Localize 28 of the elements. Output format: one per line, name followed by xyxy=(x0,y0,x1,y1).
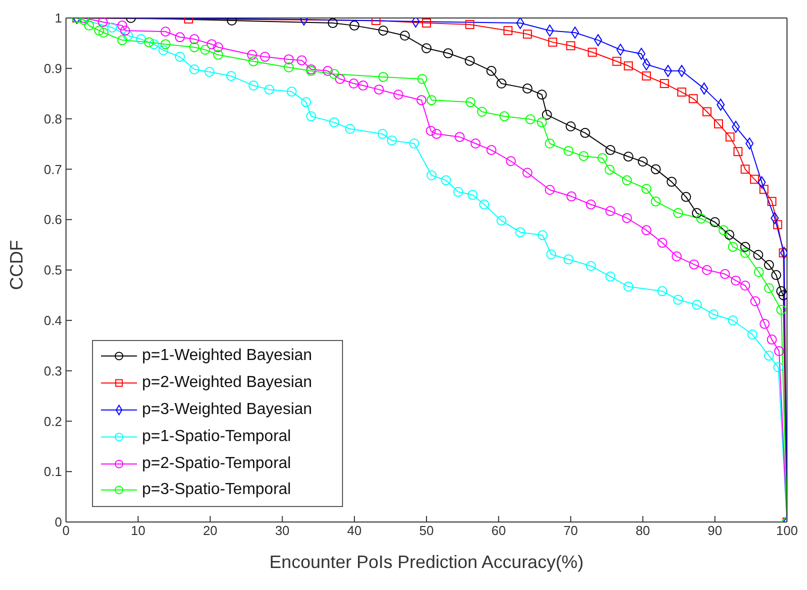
y-tick-label: 1 xyxy=(54,10,62,26)
x-tick-label: 20 xyxy=(202,523,218,538)
y-tick-label: 0.5 xyxy=(44,262,62,278)
x-tick-label: 90 xyxy=(708,523,722,538)
x-tick-label: 50 xyxy=(419,523,434,538)
x-tick-label: 60 xyxy=(491,523,506,538)
y-tick-label: 0.7 xyxy=(44,162,62,177)
legend-label: p=1-Spatio-Temporal xyxy=(142,428,291,446)
y-tick-label: 0.9 xyxy=(44,61,62,76)
x-tick-label: 40 xyxy=(347,523,362,538)
legend-label: p=3-Spatio-Temporal xyxy=(142,481,291,500)
y-tick-label: 0.6 xyxy=(44,212,62,228)
x-tick-label: 80 xyxy=(636,523,650,538)
y-tick-label: 0.3 xyxy=(44,363,62,378)
legend-label: p=1-Weighted Bayesian xyxy=(142,347,312,366)
y-tick-label: 0.1 xyxy=(44,464,62,480)
legend-label: p=3-Weighted Bayesian xyxy=(142,400,312,419)
legend-label: p=2-Spatio-Temporal xyxy=(142,454,291,473)
x-tick-label: 100 xyxy=(776,523,798,538)
x-axis-title: Encounter PoIs Prediction Accuracy(%) xyxy=(269,552,584,572)
y-axis-title: CCDF xyxy=(6,240,26,290)
y-tick-label: 0.4 xyxy=(44,313,62,328)
x-tick-label: 30 xyxy=(275,523,290,538)
x-tick-label: 10 xyxy=(130,523,146,538)
y-tick-label: 0.2 xyxy=(44,414,62,429)
legend-label: p=2-Weighted Bayesian xyxy=(142,374,312,392)
x-tick-label: 70 xyxy=(563,523,578,538)
y-tick-label: 0.8 xyxy=(44,111,62,126)
